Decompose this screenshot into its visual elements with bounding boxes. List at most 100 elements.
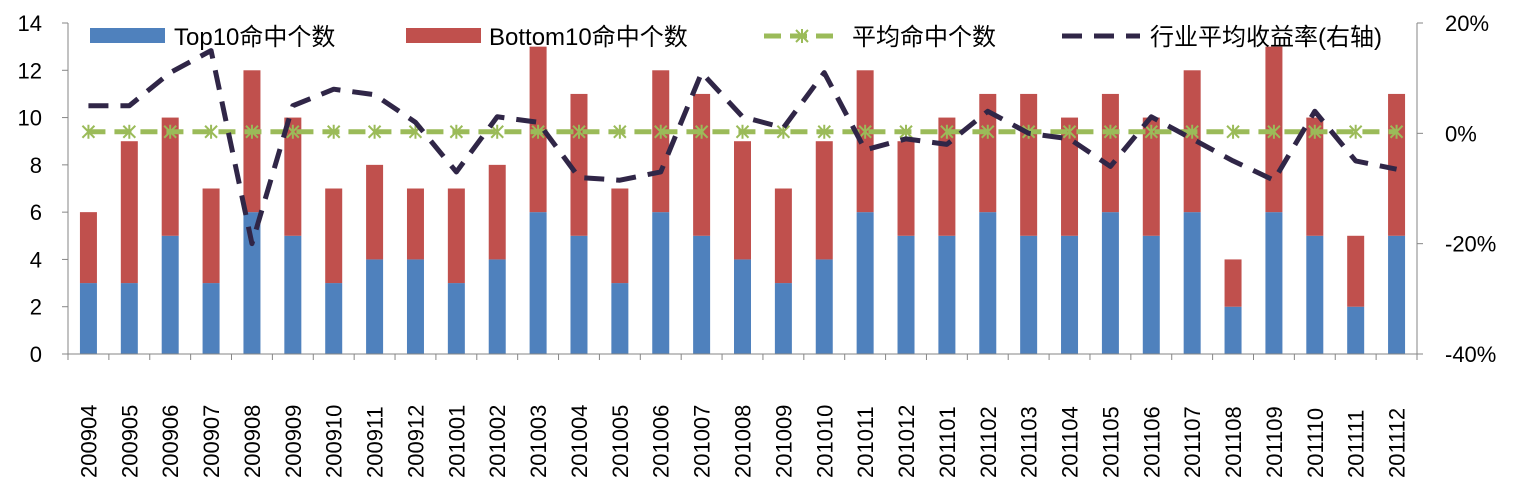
ticks-layer: 0 2 4 6 8 10 12 14 -40% -20% 0% 20% 200904 200905 2009… [18, 11, 1497, 478]
x-tick-label: 200910 [322, 405, 347, 478]
y-left-tick-label: 8 [30, 153, 42, 178]
bar-top10 [693, 235, 711, 354]
x-tick-label: 201105 [1098, 406, 1123, 478]
series-industry-return-line [88, 48, 1398, 247]
bar-top10 [1388, 235, 1406, 354]
x-tick-label: 200911 [363, 406, 388, 478]
x-tick-label: 200912 [403, 405, 428, 478]
bar-bottom10 [1142, 117, 1160, 236]
avg-hits-point [81, 124, 96, 139]
x-tick-label: 201101 [935, 406, 960, 478]
bar-top10 [774, 283, 792, 354]
y-left-tick-label: 2 [30, 295, 42, 320]
avg-hits-point [654, 124, 668, 139]
bar-top10 [1020, 235, 1038, 354]
x-tick-label: 201004 [567, 405, 592, 478]
legend-swatch-top10 [90, 28, 165, 43]
bar-bottom10 [815, 141, 833, 260]
avg-hits-point [735, 124, 750, 139]
bar-top10 [1101, 212, 1119, 354]
lines-layer [81, 48, 1404, 247]
avg-hits-point [1103, 124, 1118, 139]
bar-bottom10 [366, 164, 384, 260]
x-tick-label: 201103 [1017, 406, 1042, 478]
bars-layer [79, 46, 1406, 354]
bar-top10 [366, 259, 384, 354]
avg-hits-point [327, 124, 341, 139]
y-right-tick-label: -20% [1445, 232, 1496, 257]
bar-top10 [979, 212, 997, 354]
bar-top10 [202, 283, 220, 354]
avg-hits-point [572, 124, 586, 139]
avg-hits-point [940, 124, 954, 139]
legend-swatch-bottom10 [406, 28, 481, 43]
bar-bottom10 [79, 212, 97, 284]
x-tick-label: 200904 [76, 405, 101, 478]
y-right-tick-label: 0% [1445, 121, 1477, 146]
x-tick-label: 201110 [1303, 408, 1328, 478]
bar-top10 [652, 212, 670, 354]
bar-top10 [1183, 212, 1201, 354]
bar-top10 [243, 212, 261, 354]
avg-hits-point [817, 124, 831, 139]
bar-top10 [120, 283, 138, 354]
bar-top10 [815, 259, 833, 354]
bar-bottom10 [1306, 117, 1324, 236]
y-left-tick-label: 10 [18, 106, 42, 131]
bar-bottom10 [611, 188, 629, 284]
avg-hits-point [1062, 124, 1077, 139]
x-tick-label: 201006 [649, 405, 674, 478]
x-tick-label: 201009 [771, 405, 796, 478]
bar-bottom10 [406, 188, 424, 260]
avg-hits-point [1185, 124, 1199, 139]
x-tick-label: 201102 [976, 406, 1001, 478]
x-tick-label: 201010 [812, 405, 837, 478]
bar-bottom10 [652, 70, 670, 213]
bar-top10 [529, 212, 547, 354]
bar-bottom10 [488, 164, 506, 260]
avg-hits-point [204, 124, 218, 139]
x-tick-label: 201109 [1262, 406, 1287, 478]
x-tick-label: 201011 [853, 406, 878, 478]
avg-hits-point [163, 124, 177, 139]
x-tick-label: 200907 [199, 405, 224, 478]
avg-hits-point [1389, 124, 1404, 139]
avg-hits-point [981, 124, 995, 139]
bar-top10 [856, 212, 874, 354]
avg-hits-point [613, 124, 627, 139]
bar-bottom10 [243, 70, 261, 213]
bar-bottom10 [1347, 235, 1365, 307]
bar-top10 [1347, 306, 1365, 354]
x-tick-label: 201008 [731, 405, 756, 478]
bar-top10 [79, 283, 97, 354]
avg-hits-point [1308, 124, 1322, 139]
legend: Top10命中个数 Bottom10命中个数 平均命中个数 行业平均收益率(右轴… [90, 24, 1382, 51]
y-left-tick-label: 0 [30, 342, 42, 367]
bar-bottom10 [734, 141, 751, 260]
bar-top10 [1306, 235, 1324, 354]
x-tick-label: 201012 [894, 405, 919, 478]
bar-bottom10 [1183, 70, 1201, 213]
bar-top10 [284, 235, 302, 354]
bar-top10 [161, 235, 179, 354]
avg-hits-point [1348, 124, 1363, 139]
bar-bottom10 [1061, 117, 1079, 236]
bar-bottom10 [1388, 93, 1406, 236]
legend-star-marker [795, 29, 809, 43]
y-left-tick-label: 6 [30, 200, 42, 225]
x-tick-label: 201108 [1221, 406, 1246, 478]
x-tick-label: 201111 [1344, 409, 1369, 478]
bar-bottom10 [897, 141, 915, 236]
x-tick-label: 201003 [526, 405, 551, 478]
x-tick-label: 200906 [158, 405, 183, 478]
y-right-tick-label: -40% [1445, 342, 1496, 367]
x-tick-label: 201112 [1385, 408, 1410, 478]
x-tick-label: 201005 [608, 405, 633, 478]
avg-hits-point [1267, 124, 1281, 139]
y-right-tick-label: 20% [1445, 11, 1489, 36]
avg-hits-point [449, 124, 464, 139]
bar-top10 [1224, 306, 1242, 354]
bar-top10 [1142, 235, 1160, 354]
